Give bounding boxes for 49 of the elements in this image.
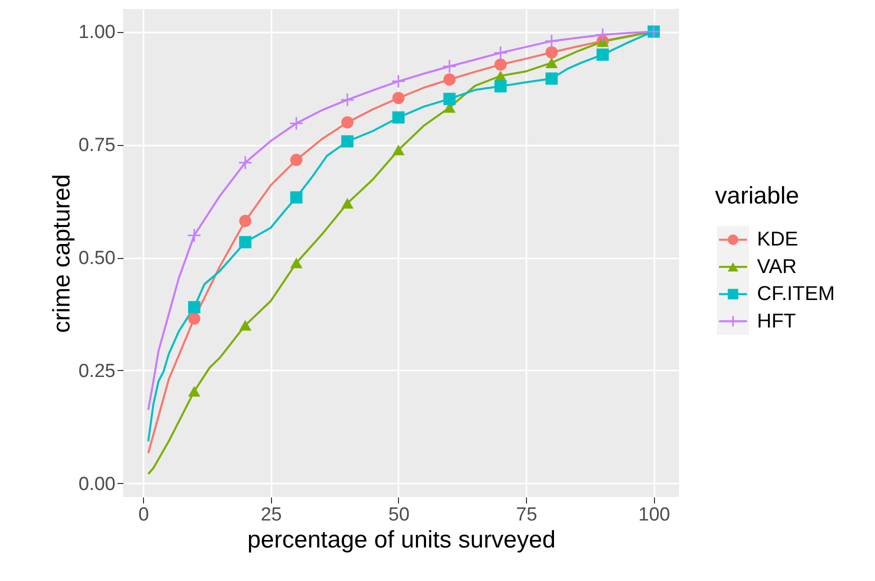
legend-label: HFT: [757, 310, 796, 332]
point: [442, 59, 457, 74]
point: [494, 58, 507, 71]
point: [392, 92, 405, 104]
x-tick-label: 50: [388, 504, 410, 526]
point: [340, 92, 354, 107]
point: [188, 301, 200, 314]
point: [238, 156, 252, 170]
point: [596, 28, 610, 42]
legend-label: CF.ITEM: [757, 283, 835, 306]
x-tick-label: 25: [260, 504, 282, 526]
y-tick-label: 0.00: [78, 474, 116, 495]
point: [187, 228, 202, 242]
y-axis-title: crime captured: [48, 174, 76, 333]
point: [341, 116, 354, 129]
point: [443, 92, 456, 106]
x-tick-label: 0: [138, 504, 149, 526]
x-tick-label: 75: [516, 504, 538, 526]
point: [188, 386, 200, 397]
point: [596, 48, 609, 61]
point: [290, 154, 302, 166]
point: [494, 80, 507, 92]
point: [290, 191, 302, 204]
x-axis-title: percentage of units surveyed: [247, 526, 556, 554]
point: [493, 46, 508, 60]
legend-title: variable: [715, 182, 800, 210]
point: [341, 198, 354, 209]
point: [545, 57, 558, 68]
point: [545, 46, 558, 58]
legend-label: KDE: [757, 228, 798, 251]
point: [341, 135, 354, 148]
x-tick-label: 100: [638, 504, 670, 526]
point: [290, 258, 302, 268]
point: [392, 111, 405, 124]
y-tick-label: 0.50: [78, 248, 116, 270]
point: [239, 320, 252, 331]
point: [391, 74, 406, 88]
point: [443, 73, 456, 86]
point: [239, 236, 252, 248]
point: [239, 214, 252, 228]
point: [392, 144, 405, 156]
y-tick-label: 1.00: [78, 22, 116, 44]
point: [188, 312, 200, 325]
point: [544, 34, 559, 48]
y-tick-label: 0.75: [78, 135, 116, 156]
y-tick-label: 0.25: [78, 360, 116, 382]
point: [545, 72, 558, 85]
legend-label: VAR: [757, 256, 797, 278]
point: [289, 116, 304, 130]
